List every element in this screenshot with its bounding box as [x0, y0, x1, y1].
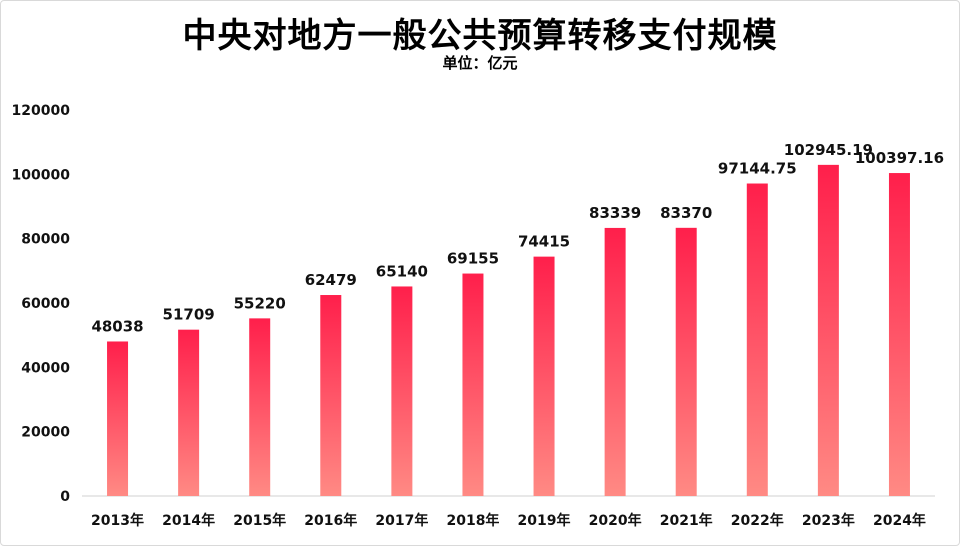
data-label: 62479 [305, 271, 357, 289]
x-axis-ticks: 2013年 2014年 2015年 2016年 2017年 2018年 2019年 2020年… [91, 512, 926, 529]
x-tick-label: 2018年 [446, 512, 499, 529]
bar [888, 173, 910, 497]
data-label: 65140 [376, 262, 428, 280]
x-tick-label: 2024年 [873, 512, 926, 529]
data-label: 100397.16 [855, 149, 944, 167]
bar [462, 273, 484, 496]
data-label: 83339 [589, 204, 641, 222]
bar-series [107, 164, 910, 497]
bar [320, 295, 342, 496]
x-tick-label: 2017年 [375, 512, 428, 529]
bar [107, 341, 129, 496]
x-tick-label: 2015年 [233, 512, 286, 529]
x-tick-label: 2023年 [802, 512, 855, 529]
y-axis-ticks: 0 20000 40000 60000 80000 100000 120000 [12, 103, 71, 505]
y-tick-label: 80000 [21, 232, 70, 248]
data-label: 97144.75 [718, 160, 797, 178]
bar [178, 329, 200, 496]
data-label: 74415 [518, 233, 570, 251]
bar [817, 164, 839, 497]
y-tick-label: 20000 [21, 425, 70, 441]
x-tick-label: 2013年 [91, 512, 144, 529]
data-label: 102945.19 [784, 141, 873, 159]
bar [391, 286, 413, 496]
bar [604, 227, 626, 497]
x-tick-label: 2022年 [731, 512, 784, 529]
data-label: 69155 [447, 250, 499, 268]
bar [533, 256, 555, 496]
x-tick-label: 2019年 [518, 512, 571, 529]
x-tick-label: 2014年 [162, 512, 215, 529]
bar [675, 227, 697, 496]
y-tick-label: 100000 [12, 167, 71, 183]
x-tick-label: 2020年 [589, 512, 642, 529]
y-tick-label: 120000 [12, 103, 71, 119]
data-label: 83370 [660, 204, 712, 222]
data-label: 48038 [91, 317, 143, 335]
data-label: 55220 [234, 294, 286, 312]
x-tick-label: 2016年 [304, 512, 357, 529]
bar [249, 318, 271, 496]
y-tick-label: 0 [60, 489, 70, 505]
chart-title: 中央对地方一般公共预算转移支付规模 [182, 16, 778, 56]
y-tick-label: 60000 [21, 296, 70, 312]
x-tick-label: 2021年 [660, 512, 713, 529]
data-label: 51709 [163, 306, 215, 324]
y-tick-label: 40000 [21, 360, 70, 376]
bar [746, 183, 768, 497]
chart-subtitle: 单位：亿元 [442, 54, 518, 72]
data-labels: 48038 51709 55220 62479 65140 69155 74415 83339… [91, 141, 944, 336]
